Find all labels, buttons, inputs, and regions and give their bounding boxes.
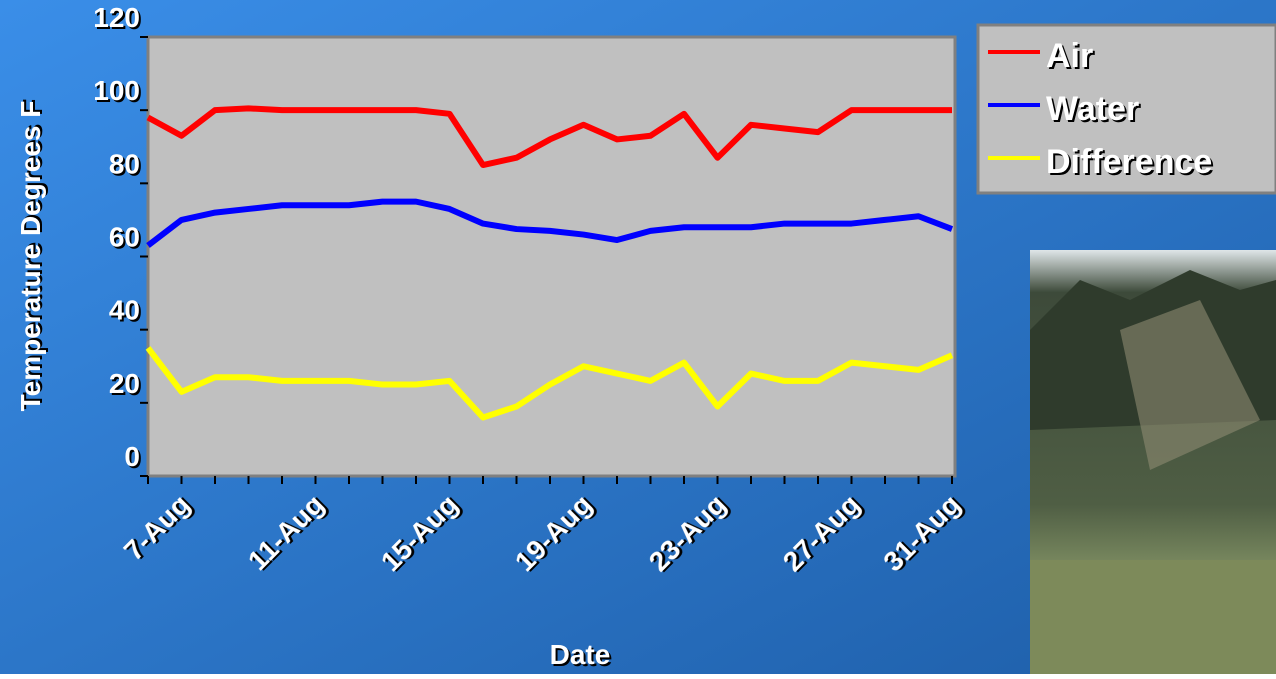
series-line — [146, 198, 954, 248]
legend-label: Difference — [1046, 143, 1212, 181]
y-tick-label: 0 — [124, 441, 140, 472]
y-axis-title: Temperature Degrees F — [15, 101, 46, 412]
y-tick-label: 80 — [109, 148, 140, 179]
y-tick-label: 20 — [109, 368, 140, 399]
y-tick-label: 120 — [93, 2, 140, 33]
plot-area — [146, 35, 957, 478]
y-tick-label: 40 — [109, 295, 140, 326]
series-line — [146, 105, 952, 169]
series-line — [145, 346, 954, 421]
legend-label: Water — [1046, 90, 1139, 128]
legend-label: Air — [1046, 37, 1093, 75]
photo — [1030, 250, 1276, 674]
y-tick-label: 100 — [93, 75, 140, 106]
y-tick-label: 60 — [109, 222, 140, 253]
x-axis-title: Date — [550, 639, 611, 670]
